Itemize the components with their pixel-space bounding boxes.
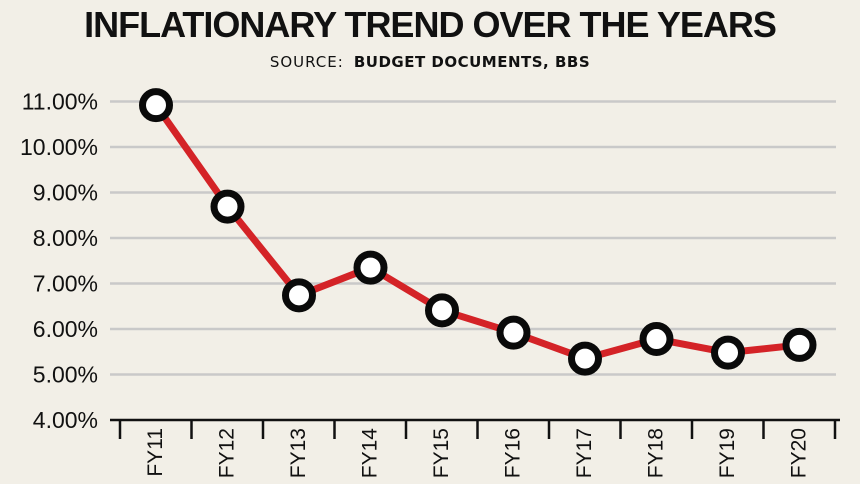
x-tick-label: FY14: [359, 428, 382, 479]
data-point: [782, 327, 817, 362]
y-tick-label: 7.00%: [33, 271, 98, 297]
data-point: [353, 250, 388, 285]
data-point: [282, 278, 316, 313]
x-tick-label: FY17: [573, 428, 596, 478]
x-tick-label: FY13: [287, 428, 310, 478]
source-prefix: SOURCE:: [270, 53, 344, 71]
x-tick-label: FY12: [216, 428, 239, 478]
y-tick-label: 9.00%: [33, 180, 98, 206]
y-tick-label: 6.00%: [33, 316, 98, 342]
x-tick-label: FY11: [144, 428, 167, 477]
y-tick-label: 4.00%: [33, 407, 98, 433]
source-value: BUDGET DOCUMENTS, BBS: [354, 53, 590, 71]
chart-source: SOURCE: BUDGET DOCUMENTS, BBS: [270, 53, 590, 71]
x-tick-label: FY18: [645, 428, 668, 478]
grid-lines: [110, 100, 836, 376]
x-tick-label: FY19: [716, 428, 739, 478]
series-polyline: [152, 101, 803, 363]
y-axis-ticks: 4.00% 5.00% 6.00% 7.00% 8.00% 9.00% 10.00% 11.0…: [20, 89, 98, 434]
x-tick-label: FY16: [502, 428, 525, 478]
data-point: [139, 88, 173, 123]
y-tick-label: 8.00%: [33, 225, 98, 251]
chart-title: INFLATIONARY TREND OVER THE YEARS: [84, 4, 776, 45]
series-line: [152, 101, 803, 363]
data-point: [568, 341, 602, 376]
y-tick-label: 11.00%: [22, 89, 98, 115]
data-point: [210, 189, 245, 224]
data-point: [496, 315, 531, 350]
data-point: [711, 335, 745, 370]
y-tick-label: 10.00%: [20, 134, 98, 160]
x-axis: [110, 418, 840, 439]
data-point: [639, 322, 674, 357]
x-axis-ticks: FY11 FY12 FY13 FY14 FY15 FY16 FY17 FY18 FY19 FY20: [144, 428, 811, 479]
x-tick-label: FY15: [430, 428, 453, 478]
data-point: [425, 293, 459, 328]
data-points: [139, 88, 817, 376]
y-tick-label: 5.00%: [33, 362, 98, 388]
x-tick-label: FY20: [788, 428, 811, 478]
